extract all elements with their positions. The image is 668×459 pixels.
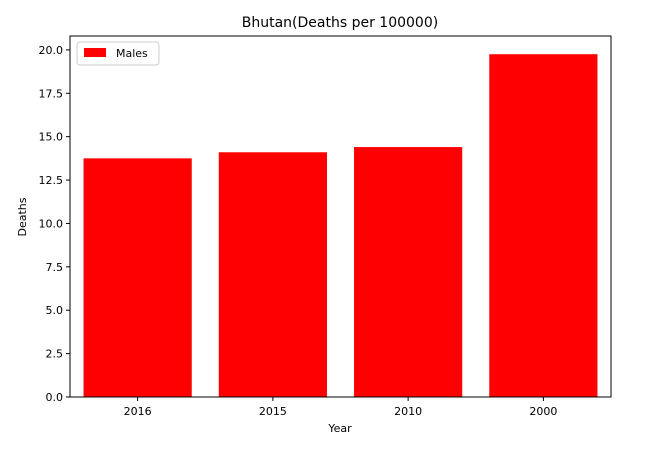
y-tick-label-4: 10.0 [39,217,64,230]
bar-2016 [83,158,192,397]
x-tick-label-2010: 2010 [394,405,422,418]
y-tick-label-0: 0.0 [46,391,64,404]
x-tick-label-2016: 2016 [124,405,152,418]
y-tick-label-3: 7.5 [46,261,64,274]
legend-label-males: Males [116,47,148,60]
legend: Males [76,41,160,66]
y-tick-label-1: 2.5 [46,348,64,361]
chart-title: Bhutan(Deaths per 100000) [242,15,438,31]
y-axis-label: Deaths [16,197,29,236]
y-tick-label-5: 12.5 [39,174,64,187]
plot-frame [69,35,612,398]
bar-2015 [218,152,327,397]
y-axis: 0.0 2.5 5.0 7.5 10.0 12.5 15.0 17.5 20.0 [39,44,70,404]
y-tick-label-7: 17.5 [39,87,64,100]
bars-group [83,54,598,397]
legend-swatch-males [84,48,106,57]
y-tick-label-2: 5.0 [46,304,64,317]
x-tick-label-2000: 2000 [529,405,557,418]
legend-box [76,41,160,66]
y-tick-label-8: 20.0 [39,44,64,57]
x-axis: 2016 2015 2010 2000 [124,397,557,418]
bar-2010 [354,147,463,397]
y-tick-label-6: 15.0 [39,131,64,144]
x-tick-label-2015: 2015 [259,405,287,418]
x-axis-label: Year [327,422,352,435]
bar-2000 [489,54,598,397]
